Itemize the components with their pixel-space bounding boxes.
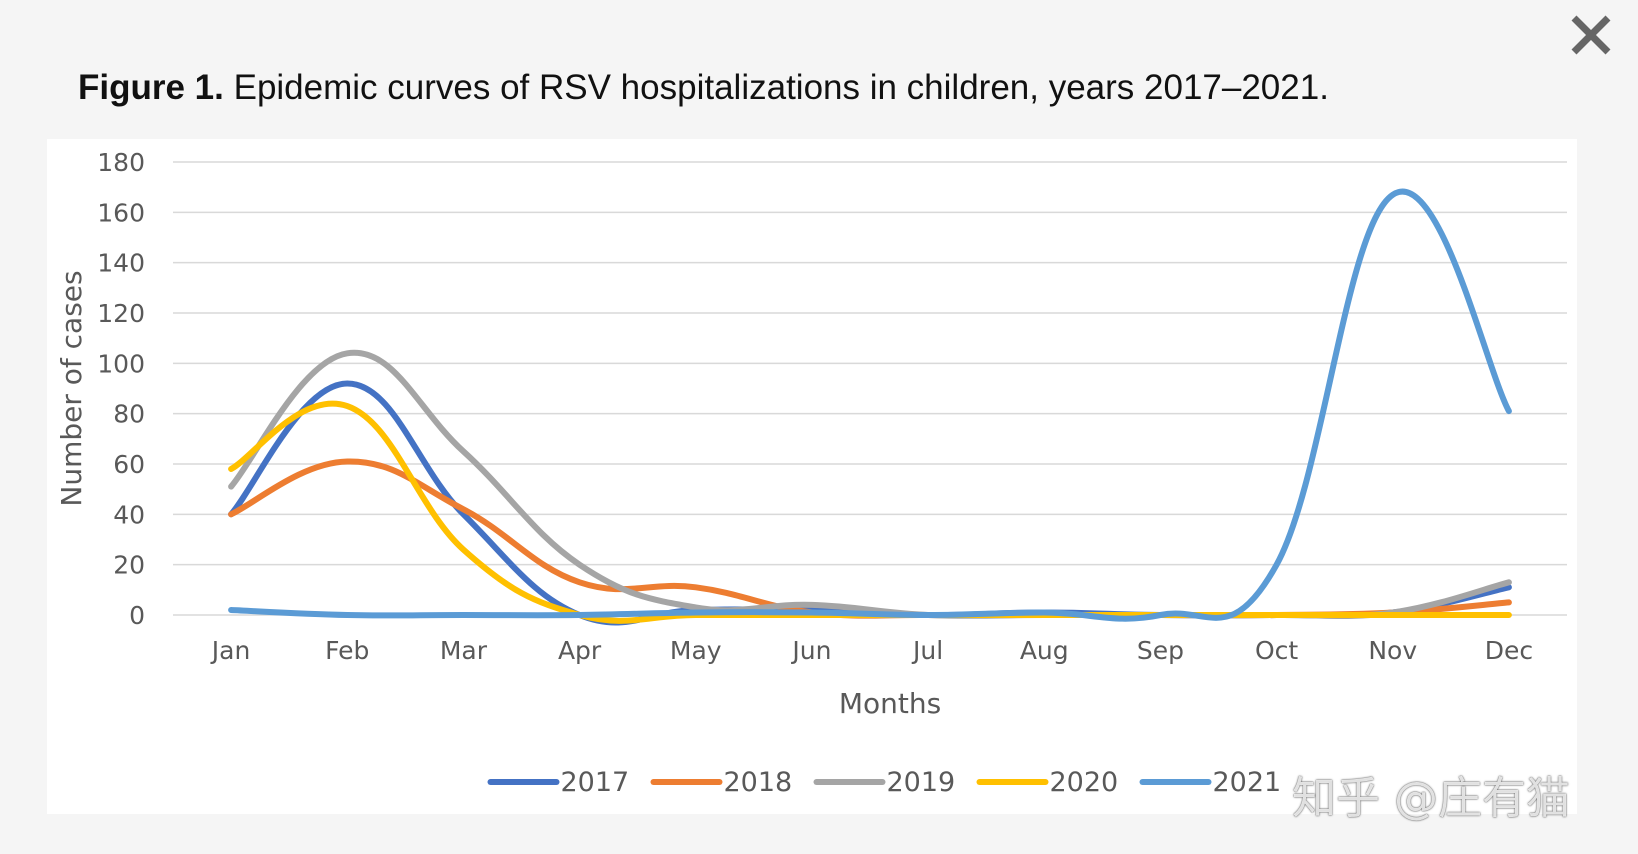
x-tick-label: Aug [1020, 636, 1069, 665]
close-button[interactable] [1568, 12, 1614, 58]
y-tick-label: 20 [113, 551, 145, 580]
line-chart: 0 20 40 60 80 100 120 140 160 180 Jan Feb Mar Apr May J… [55, 148, 1567, 798]
x-axis-title: Months [839, 687, 941, 720]
close-icon [1571, 15, 1611, 55]
figure-title: Figure 1. Epidemic curves of RSV hospita… [78, 68, 1329, 108]
x-tick-label: Mar [440, 636, 488, 665]
chart-panel: 0 20 40 60 80 100 120 140 160 180 Jan Feb Mar Apr May J… [47, 139, 1577, 814]
y-tick-label: 60 [113, 450, 145, 479]
x-tick-label: Apr [558, 636, 602, 665]
y-tick-label: 0 [129, 601, 145, 630]
legend-label-2019: 2019 [887, 767, 956, 798]
series-line-2018 [228, 458, 1512, 619]
x-tick-label: Jan [210, 636, 251, 665]
y-tick-label: 120 [97, 299, 145, 328]
series-line-2017 [228, 380, 1512, 626]
x-tick-label: Nov [1368, 636, 1417, 665]
y-axis-title: Number of cases [55, 270, 88, 506]
legend-label-2020: 2020 [1050, 767, 1119, 798]
x-tick-label: Feb [325, 636, 369, 665]
y-tick-label: 180 [97, 148, 145, 177]
figure-caption: Epidemic curves of RSV hospitalizations … [223, 68, 1329, 107]
y-tick-label: 160 [97, 198, 145, 227]
x-tick-label: Sep [1137, 636, 1184, 665]
legend-label-2017: 2017 [561, 767, 630, 798]
y-tick-label: 100 [97, 349, 145, 378]
figure-label: Figure 1. [78, 68, 224, 107]
series-line-2021 [228, 188, 1512, 622]
x-tick-label: Dec [1485, 636, 1533, 665]
x-tick-label: Jul [911, 636, 943, 665]
y-tick-label: 40 [113, 500, 145, 529]
x-tick-label: Jun [790, 636, 831, 665]
legend-label-2021: 2021 [1213, 767, 1282, 798]
watermark: 知乎 @庄有猫 [1292, 773, 1570, 824]
legend-label-2018: 2018 [724, 767, 793, 798]
y-tick-label: 140 [97, 249, 145, 278]
y-tick-label: 80 [113, 400, 145, 429]
x-tick-label: Oct [1255, 636, 1298, 665]
x-tick-label: May [670, 636, 722, 665]
